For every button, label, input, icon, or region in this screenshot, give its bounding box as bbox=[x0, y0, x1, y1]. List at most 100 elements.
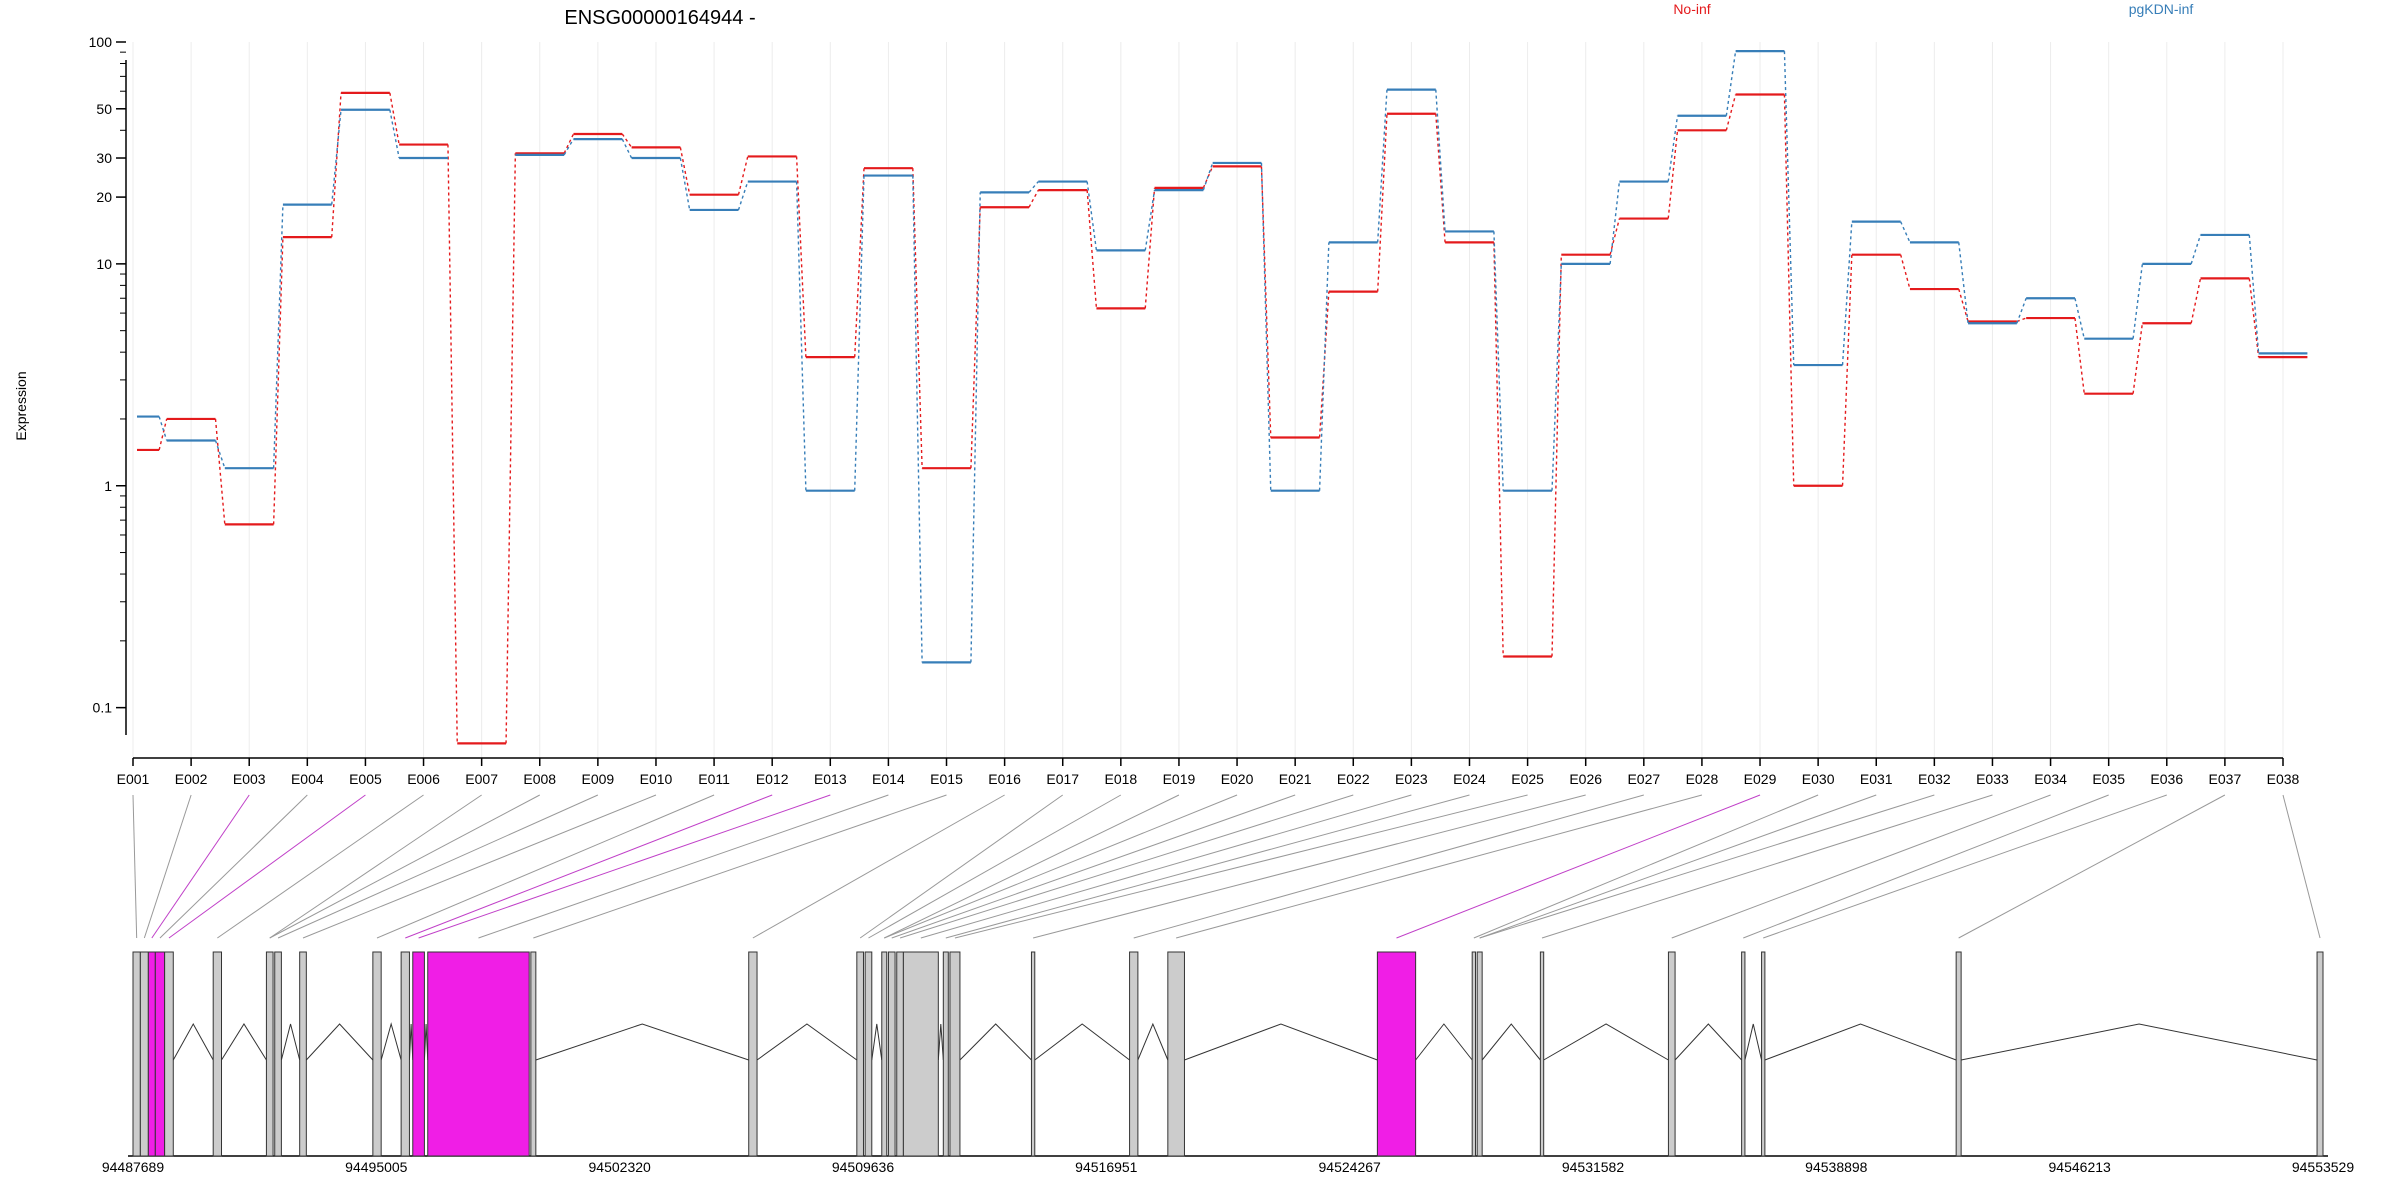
x-tick-label: E015 bbox=[930, 771, 963, 787]
data-connector bbox=[1667, 115, 1679, 182]
exon-connector bbox=[884, 794, 1180, 939]
exon-box bbox=[949, 951, 961, 1157]
x-tick-label: E008 bbox=[523, 771, 556, 787]
exon-connector bbox=[478, 794, 889, 939]
exon-box bbox=[412, 951, 425, 1157]
intron bbox=[1764, 1023, 1957, 1061]
intron bbox=[535, 1023, 749, 1061]
exon-box bbox=[748, 951, 758, 1157]
exon-connector bbox=[1479, 794, 1877, 939]
data-connector bbox=[1376, 89, 1388, 243]
x-tick-label: E025 bbox=[1511, 771, 1544, 787]
exon-box bbox=[1667, 951, 1676, 1157]
exon-connector bbox=[376, 794, 715, 939]
x-tick-label: E005 bbox=[349, 771, 382, 787]
exon-box bbox=[942, 951, 949, 1157]
x-tick-label: E007 bbox=[465, 771, 498, 787]
exon-connectors bbox=[132, 794, 2321, 939]
x-tick-label: E017 bbox=[1046, 771, 1079, 787]
exon-box bbox=[902, 951, 939, 1157]
data-connector bbox=[563, 133, 575, 154]
exon-connector bbox=[954, 794, 1528, 939]
exon-connector bbox=[752, 794, 1005, 939]
exon-box bbox=[139, 951, 149, 1157]
exon-connector bbox=[1479, 794, 1935, 939]
chart-title: ENSG00000164944 - bbox=[564, 7, 755, 29]
exon-box bbox=[274, 951, 282, 1157]
y-tick-label: 50 bbox=[96, 101, 112, 117]
exon-connector bbox=[1176, 794, 1703, 939]
x-tick-label: E034 bbox=[2034, 771, 2067, 787]
exon-connector bbox=[899, 794, 1354, 939]
exon-connector bbox=[1958, 794, 2226, 939]
exon-connector bbox=[269, 794, 482, 939]
exon-connector bbox=[302, 794, 657, 939]
exon-connector bbox=[1032, 794, 1586, 939]
data-connector bbox=[1376, 113, 1388, 292]
gridlines bbox=[132, 42, 2284, 758]
data-connector bbox=[1958, 242, 1969, 324]
y-tick-label: 10 bbox=[96, 256, 112, 272]
x-tick-label: E018 bbox=[1104, 771, 1137, 787]
exon-connector bbox=[891, 794, 1296, 939]
genome-tick-label: 94516951 bbox=[1075, 1159, 1138, 1175]
exon-box bbox=[1376, 951, 1417, 1157]
data-connector bbox=[1202, 166, 1214, 189]
exon-connector bbox=[217, 794, 424, 939]
x-tick-label: E003 bbox=[233, 771, 266, 787]
series-lines bbox=[137, 49, 2308, 745]
data-connector bbox=[912, 168, 923, 469]
exon-box bbox=[265, 951, 274, 1157]
exon-connector bbox=[1541, 794, 1993, 939]
data-connector bbox=[1551, 263, 1562, 491]
data-connector bbox=[158, 418, 168, 451]
exon-box bbox=[530, 951, 537, 1157]
exon-connector bbox=[868, 794, 1122, 939]
exon-box bbox=[147, 951, 156, 1157]
data-connector bbox=[2190, 278, 2202, 324]
x-tick-label: E013 bbox=[814, 771, 847, 787]
series-no-inf bbox=[137, 91, 2308, 745]
intron bbox=[1674, 1023, 1742, 1061]
data-connector bbox=[1783, 94, 1795, 486]
data-connector bbox=[331, 92, 342, 238]
data-connector bbox=[1144, 190, 1156, 251]
data-connector bbox=[737, 181, 749, 211]
exon-connector bbox=[168, 794, 366, 939]
data-connector bbox=[563, 138, 575, 156]
data-connector bbox=[1609, 181, 1621, 264]
exon-box bbox=[1129, 951, 1139, 1157]
data-connector bbox=[1086, 190, 1098, 309]
y-tick-label: 20 bbox=[96, 189, 112, 205]
intron bbox=[756, 1023, 858, 1061]
exon-connector bbox=[132, 794, 138, 939]
intron bbox=[1961, 1023, 2318, 1061]
exon-box bbox=[1476, 951, 1483, 1157]
intron bbox=[172, 1022, 214, 1061]
exon-connector bbox=[884, 794, 1238, 939]
exon-box bbox=[400, 951, 410, 1157]
data-connector bbox=[795, 181, 807, 491]
intron bbox=[1034, 1023, 1130, 1061]
series-pgkdn-inf bbox=[137, 49, 2308, 664]
intron bbox=[959, 1023, 1032, 1061]
x-tick-label: E033 bbox=[1976, 771, 2009, 787]
x-tick-label: E016 bbox=[988, 771, 1021, 787]
intron bbox=[871, 1023, 883, 1061]
x-tick-label: E011 bbox=[698, 771, 730, 787]
x-tick-label: E023 bbox=[1395, 771, 1428, 787]
data-connector bbox=[1899, 254, 1911, 290]
exon-box bbox=[2316, 951, 2324, 1157]
intron bbox=[1543, 1023, 1669, 1061]
data-connector bbox=[1493, 231, 1504, 491]
exon-box bbox=[427, 951, 530, 1157]
data-connector bbox=[2248, 234, 2260, 354]
data-connector bbox=[2190, 234, 2202, 265]
data-connector bbox=[1551, 254, 1562, 657]
intron bbox=[1481, 1023, 1541, 1061]
y-tick-label: 0.1 bbox=[93, 700, 113, 716]
exon-connector bbox=[143, 794, 192, 939]
data-connector bbox=[2132, 263, 2144, 339]
exon-box bbox=[1167, 951, 1185, 1157]
